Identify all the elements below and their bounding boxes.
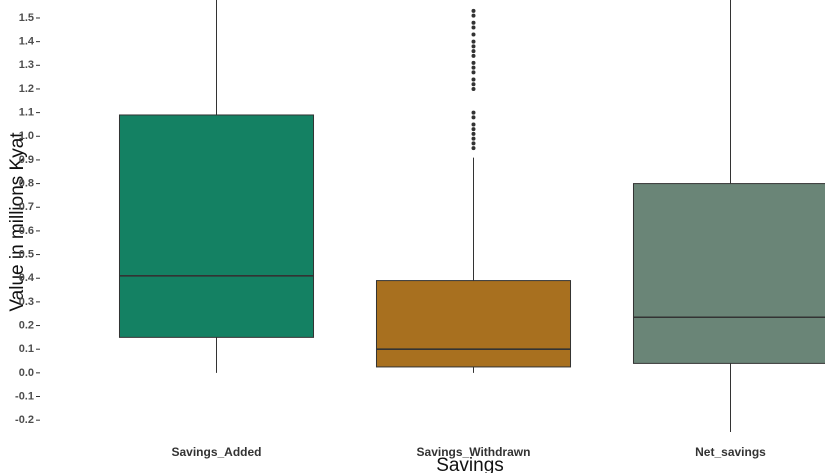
outlier (471, 127, 476, 132)
outlier (471, 82, 476, 87)
y-tick-label: 1.5 (19, 12, 34, 24)
y-tick-label: 1.2 (19, 83, 34, 95)
y-tick-label: 1.1 (19, 107, 34, 119)
outlier (471, 13, 476, 18)
x-tick-label: Savings_Withdrawn (417, 445, 531, 459)
box (118, 114, 315, 338)
y-axis-title: Value in millions Kyat (7, 132, 28, 312)
outlier (471, 131, 476, 136)
outlier (471, 60, 476, 65)
y-tick-label: 0.3 (19, 296, 34, 308)
x-tick-label: Savings_Added (171, 445, 261, 459)
y-tick-label: 0.4 (19, 272, 35, 284)
y-tick-label: 0.1 (19, 343, 34, 355)
y-tick-label: 0.0 (19, 367, 34, 379)
box (375, 280, 572, 368)
y-tick-label: -0.2 (15, 414, 34, 426)
y-tick-label: 0.2 (19, 319, 34, 331)
outlier (471, 86, 476, 91)
y-tick-label: -0.1 (15, 390, 34, 402)
y-tick-label: 0.9 (19, 154, 34, 166)
outlier (471, 65, 476, 70)
outlier (471, 32, 476, 37)
box (632, 183, 825, 364)
outlier (471, 25, 476, 30)
outlier (471, 77, 476, 82)
outlier (471, 141, 476, 146)
y-tick-label: 0.5 (19, 248, 34, 260)
y-tick-label: 1.0 (19, 130, 34, 142)
x-axis-title: Savings (436, 455, 504, 473)
outlier (471, 44, 476, 49)
x-tick-label: Net_savings (695, 445, 766, 459)
outlier (471, 70, 476, 75)
y-tick-label: 1.3 (19, 59, 34, 71)
y-tick-label: 0.7 (19, 201, 34, 213)
outlier (471, 53, 476, 58)
outlier (471, 110, 476, 115)
outlier (471, 49, 476, 54)
y-tick-label: 0.8 (19, 177, 34, 189)
outlier (471, 136, 476, 141)
outlier (471, 146, 476, 151)
outlier (471, 39, 476, 44)
outlier (471, 20, 476, 25)
y-tick-label: 1.4 (19, 36, 35, 48)
plot-area (118, 0, 825, 432)
outlier (471, 115, 476, 120)
outlier (471, 8, 476, 13)
y-tick-label: 0.6 (19, 225, 34, 237)
outlier (471, 122, 476, 127)
